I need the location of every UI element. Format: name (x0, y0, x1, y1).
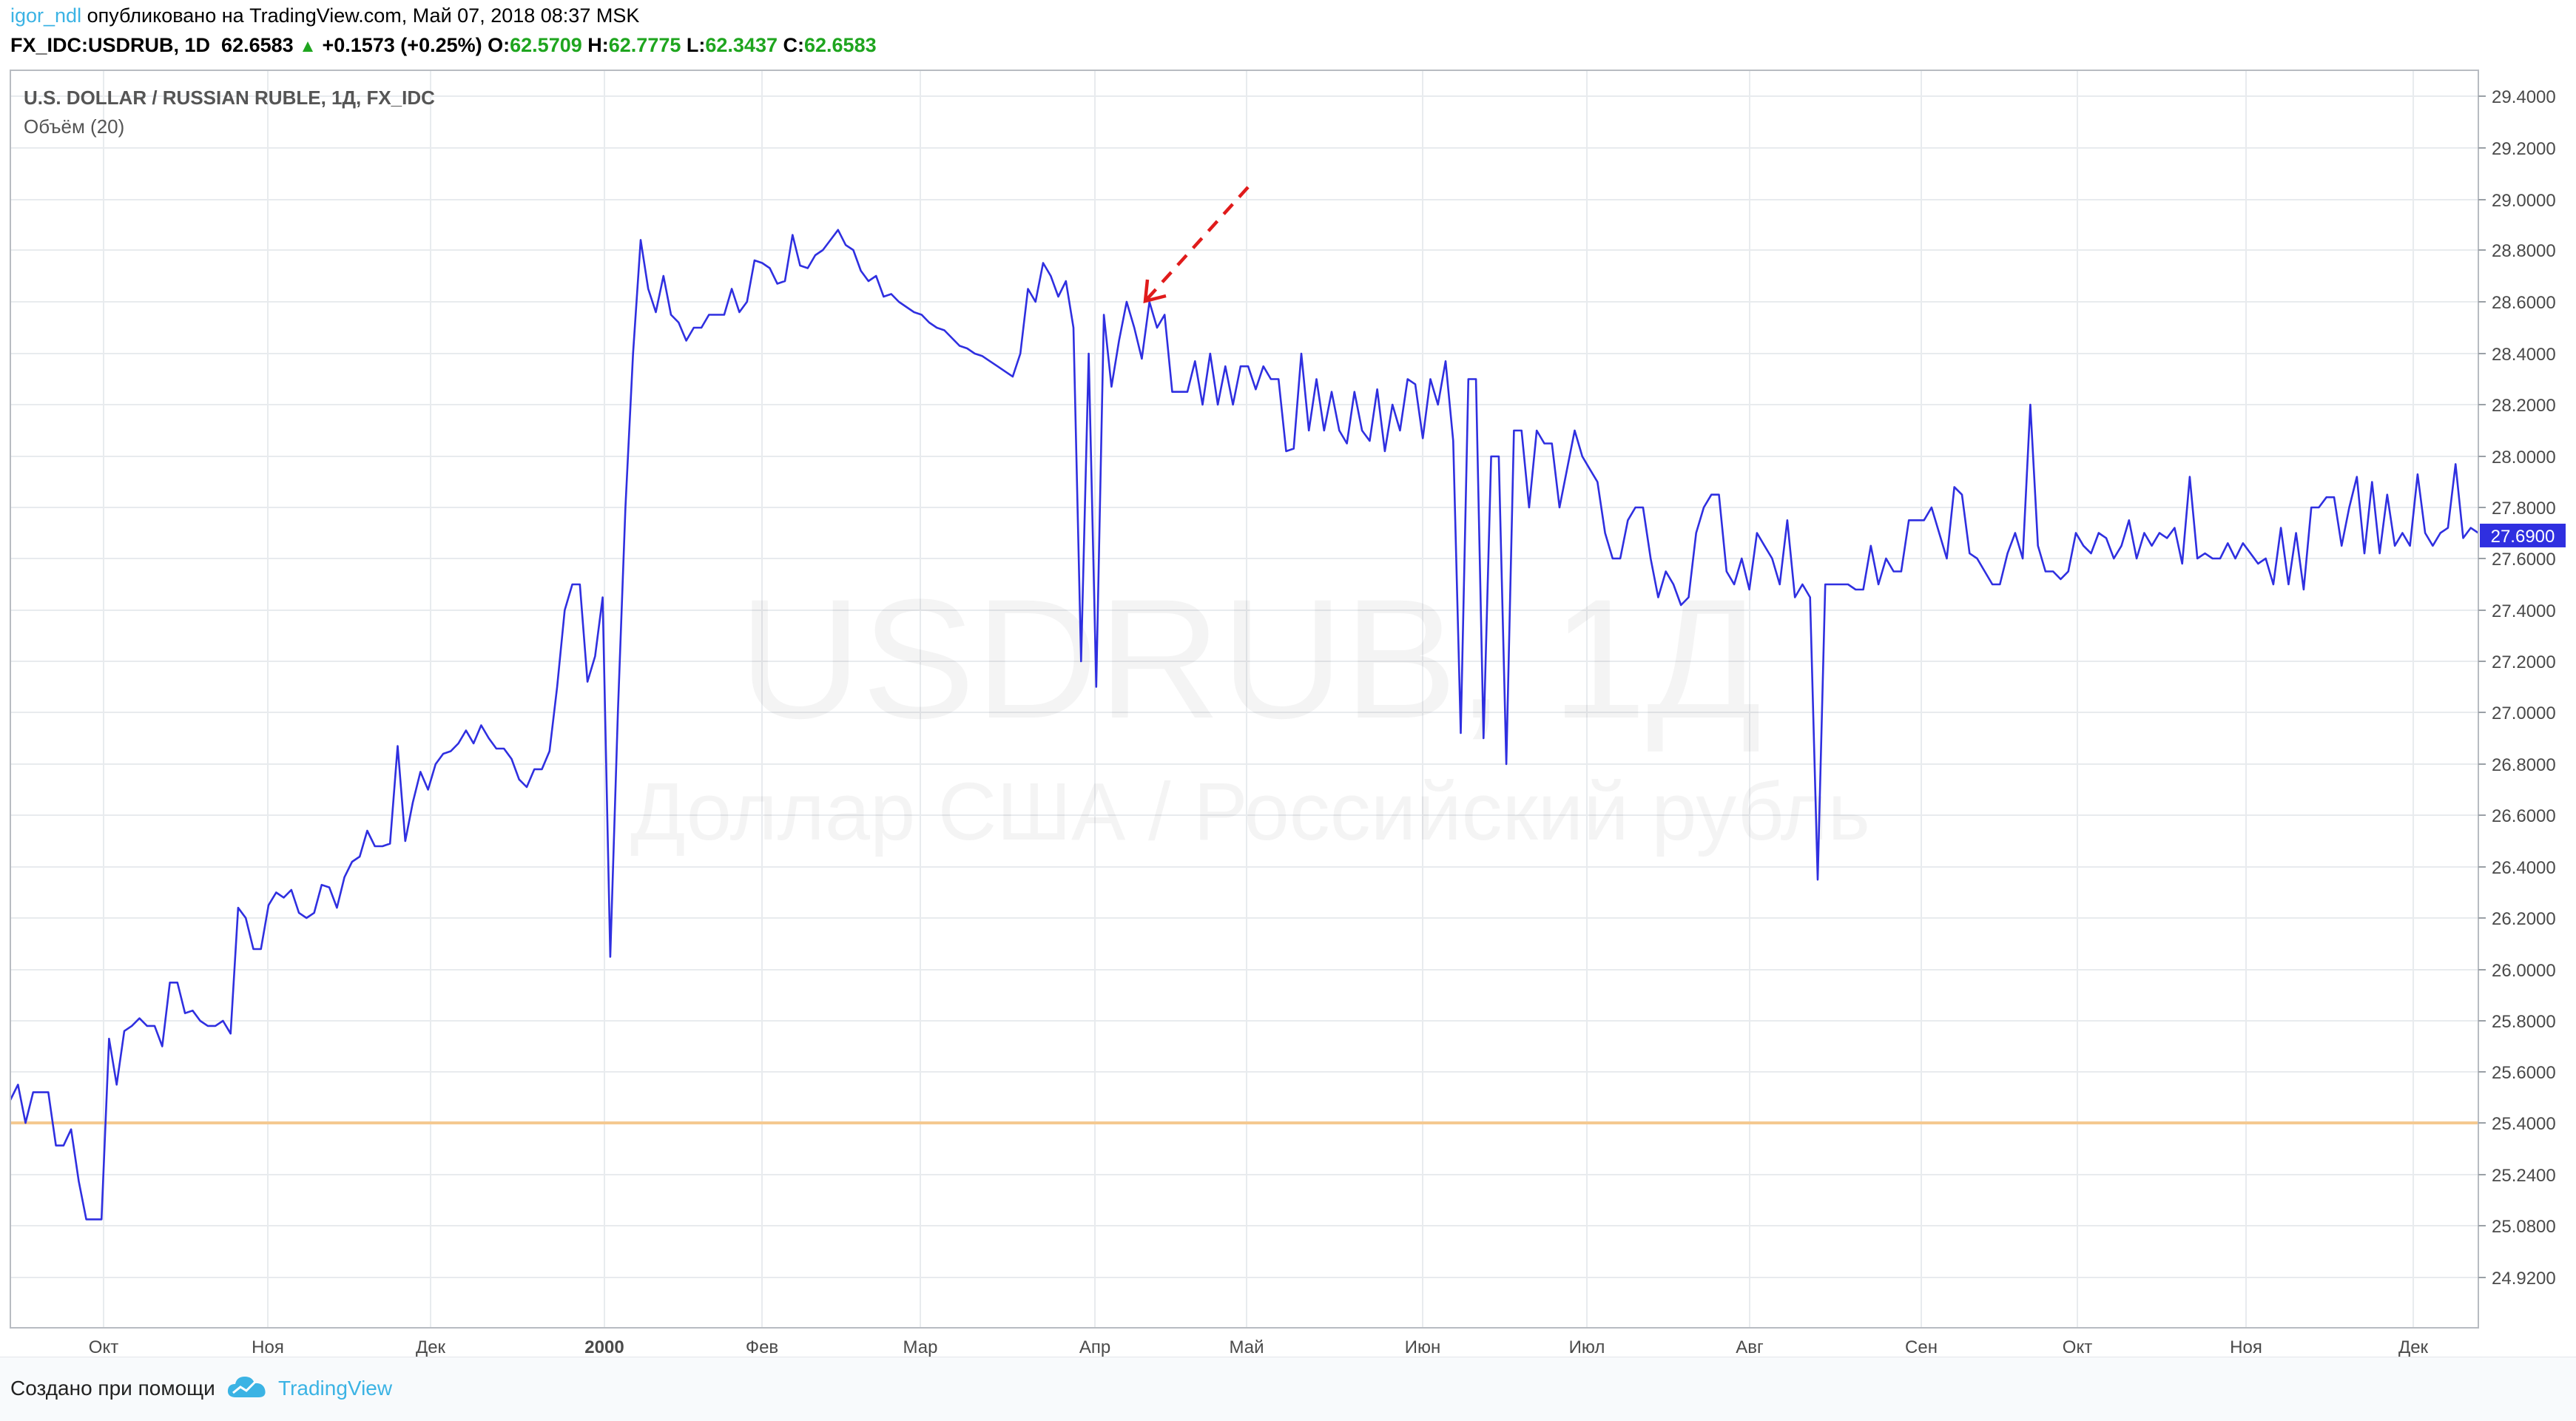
y-tick-label: 27.0000 (2492, 703, 2556, 723)
grid (10, 70, 2478, 1328)
author-link[interactable]: igor_ndl (10, 4, 82, 27)
legend-volume: Объём (20) (24, 115, 124, 138)
chart-header: igor_ndl опубликовано на TradingView.com… (0, 0, 2576, 70)
y-tick-label: 25.2400 (2492, 1166, 2556, 1186)
x-tick-label: Июл (1569, 1337, 1605, 1357)
close-label: C: (783, 34, 805, 56)
watermark-description: Доллар США / Российский рубль (630, 766, 1870, 857)
last-price: 62.6583 (221, 34, 294, 56)
x-tick-label: Июн (1405, 1337, 1441, 1357)
y-tick-label: 28.8000 (2492, 241, 2556, 261)
x-tick-label: Фев (746, 1337, 778, 1357)
footer-created-text: Создано при помощи (10, 1377, 215, 1400)
axes: 29.4000 29.2000 29.0000 28.8000 28.6000 28.40… (89, 87, 2556, 1357)
y-tick-label: 25.0800 (2492, 1217, 2556, 1237)
footer: Создано при помощи TradingView (0, 1357, 2576, 1421)
x-tick-label: Апр (1079, 1337, 1110, 1357)
y-tick-label: 29.2000 (2492, 139, 2556, 159)
y-tick-label: 27.2000 (2492, 652, 2556, 672)
y-tick-label: 25.4000 (2492, 1114, 2556, 1134)
watermark-symbol: USDRUB, 1Д (739, 564, 1762, 754)
x-tick-label: 2000 (584, 1337, 624, 1357)
y-tick-label: 27.4000 (2492, 601, 2556, 621)
publish-info: igor_ndl опубликовано на TradingView.com… (10, 4, 639, 27)
y-tick-label: 24.9200 (2492, 1269, 2556, 1289)
watermark: USDRUB, 1Д Доллар США / Российский рубль (630, 564, 1870, 857)
close-value: 62.6583 (804, 34, 877, 56)
open-label: O: (488, 34, 510, 56)
x-tick-label: Ноя (252, 1337, 284, 1357)
price-series-line (9, 229, 2479, 1221)
x-tick-label: Дек (416, 1337, 446, 1357)
high-label: H: (587, 34, 609, 56)
y-tick-label: 27.6000 (2492, 550, 2556, 570)
footer-brand-link[interactable]: TradingView (278, 1377, 393, 1400)
last-price-label: 27.6900 (2491, 527, 2555, 547)
plot-border (10, 70, 2479, 1329)
x-tick-label: Ноя (2230, 1337, 2262, 1357)
y-tick-label: 26.0000 (2492, 961, 2556, 981)
low-label: L: (686, 34, 706, 56)
y-tick-label: 25.8000 (2492, 1012, 2556, 1032)
y-tick-label: 29.4000 (2492, 87, 2556, 107)
y-tick-label: 28.4000 (2492, 345, 2556, 365)
y-tick-label: 28.2000 (2492, 396, 2556, 416)
y-tick-label: 28.6000 (2492, 293, 2556, 313)
x-tick-label: Окт (89, 1337, 118, 1357)
publish-text: опубликовано на TradingView.com, Май 07,… (87, 4, 640, 27)
symbol-info: FX_IDC:USDRUB, 1D 62.6583 ▲ +0.1573 (+0.… (10, 34, 877, 57)
open-value: 62.5709 (510, 34, 582, 56)
y-tick-label: 28.0000 (2492, 448, 2556, 468)
x-tick-label: Окт (2063, 1337, 2092, 1357)
y-tick-label: 26.6000 (2492, 806, 2556, 826)
y-tick-label: 25.6000 (2492, 1063, 2556, 1083)
y-tick-label: 27.8000 (2492, 499, 2556, 519)
low-value: 62.3437 (705, 34, 778, 56)
x-tick-label: Май (1229, 1337, 1264, 1357)
price-chart[interactable]: USDRUB, 1Д Доллар США / Российский рубль… (0, 70, 2576, 1357)
high-value: 62.7775 (608, 34, 681, 56)
annotation-arrow (1143, 186, 1250, 303)
up-arrow-icon: ▲ (299, 36, 317, 56)
x-tick-label: Авг (1736, 1337, 1764, 1357)
y-tick-label: 26.2000 (2492, 909, 2556, 929)
price-change: +0.1573 (+0.25%) (322, 34, 482, 56)
last-price-tag: 27.6900 (2480, 523, 2566, 547)
legend-title: U.S. DOLLAR / RUSSIAN RUBLE, 1Д, FX_IDC (24, 87, 435, 109)
y-tick-label: 26.8000 (2492, 755, 2556, 775)
x-tick-label: Сен (1905, 1337, 1938, 1357)
y-tick-label: 26.4000 (2492, 858, 2556, 878)
x-tick-label: Дек (2398, 1337, 2429, 1357)
y-tick-label: 29.0000 (2492, 191, 2556, 211)
symbol-name: FX_IDC:USDRUB, 1D (10, 34, 211, 56)
tradingview-cloud-icon[interactable] (226, 1372, 269, 1402)
x-tick-label: Мар (903, 1337, 938, 1357)
